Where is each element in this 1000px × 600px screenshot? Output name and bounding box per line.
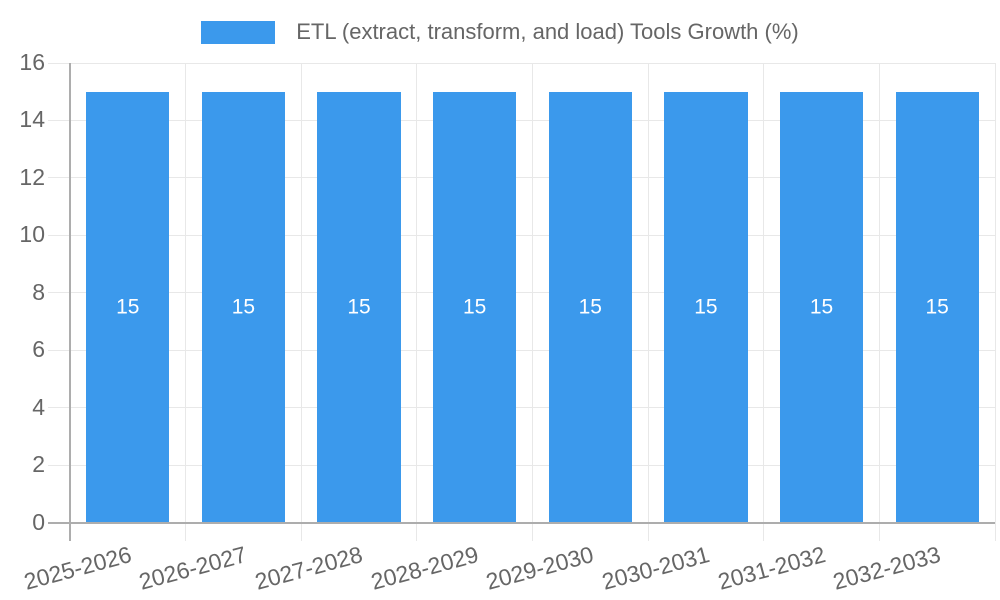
x-axis-tick-label: 2025-2026 [21, 541, 135, 595]
y-axis-tick-label: 8 [32, 278, 45, 305]
y-gridline [48, 234, 995, 236]
y-gridline [48, 177, 995, 179]
y-gridline [48, 119, 995, 121]
bar-value-label: 15 [116, 295, 140, 319]
x-gridline [763, 63, 765, 541]
y-axis-line [69, 63, 71, 541]
y-axis-tick-label: 10 [19, 221, 45, 248]
y-axis-tick-label: 16 [19, 48, 45, 75]
bar-2032-2033[interactable] [895, 91, 979, 523]
bar-value-label: 15 [231, 295, 256, 319]
y-gridline [48, 407, 995, 409]
x-gridline [994, 63, 996, 541]
x-gridline [878, 63, 880, 541]
bar-2027-2028[interactable] [317, 91, 401, 523]
chart-legend-item[interactable]: ETL (extract, transform, and load) Tools… [0, 19, 1000, 44]
legend-swatch [201, 20, 276, 44]
x-axis-tick-label: 2032-2033 [830, 541, 944, 595]
y-axis-tick-label: 2 [32, 451, 45, 478]
x-gridline [416, 63, 418, 541]
x-gridline [300, 63, 302, 541]
x-axis-tick-label: 2027-2028 [252, 541, 366, 595]
x-axis-line [48, 521, 995, 524]
y-axis-tick-label: 4 [32, 393, 45, 420]
bar-2025-2026[interactable] [86, 91, 170, 523]
bar-2028-2029[interactable] [433, 91, 517, 523]
bar-value-label: 15 [347, 295, 371, 319]
x-gridline [532, 63, 533, 541]
bar-2030-2031[interactable] [664, 91, 748, 523]
bar-value-label: 15 [578, 295, 602, 319]
x-axis-tick-label: 2026-2027 [136, 541, 250, 595]
y-axis-tick-label: 0 [32, 508, 45, 535]
x-axis-tick-label: 2030-2031 [599, 541, 713, 595]
bar-value-label: 15 [463, 295, 487, 319]
y-gridline [48, 62, 995, 64]
bar-2029-2030[interactable] [548, 91, 632, 523]
legend-label: ETL (extract, transform, and load) Tools… [296, 19, 799, 44]
y-gridline [48, 349, 995, 351]
y-axis-tick-label: 14 [19, 106, 45, 133]
y-gridline [48, 292, 995, 294]
bar-2026-2027[interactable] [201, 91, 286, 523]
y-axis-tick-label: 6 [32, 336, 45, 363]
bar-value-label: 15 [694, 295, 718, 319]
y-axis-tick-label: 12 [19, 163, 45, 190]
x-gridline [647, 63, 649, 541]
x-axis-tick-label: 2028-2029 [367, 541, 481, 595]
x-axis-tick-label: 2029-2030 [483, 541, 597, 595]
y-gridline [48, 464, 995, 466]
x-gridline [185, 63, 187, 541]
x-axis-tick-label: 2031-2032 [714, 541, 828, 595]
bar-value-label: 15 [809, 295, 834, 319]
bar-value-label: 15 [925, 295, 949, 319]
bar-2031-2032[interactable] [779, 91, 864, 523]
